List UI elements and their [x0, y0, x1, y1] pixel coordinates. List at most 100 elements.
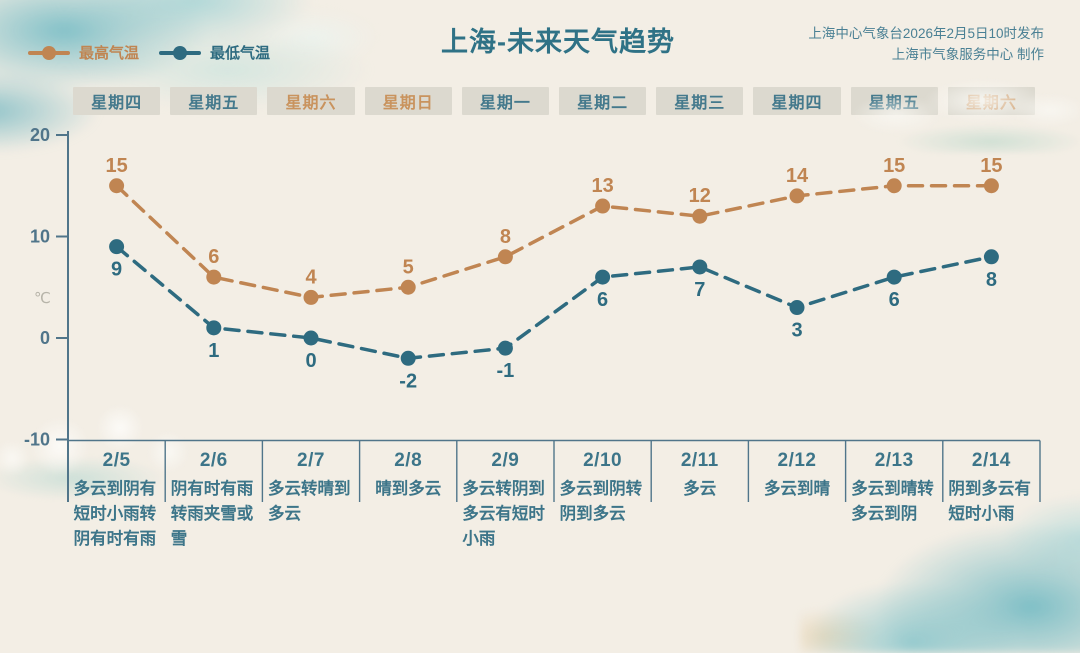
legend-item-0: 最高气温 — [28, 42, 139, 63]
forecast-column-0: 2/5 多云到阴有短时小雨转阴有时有雨 — [68, 443, 165, 552]
date-label: 2/6 — [199, 450, 228, 471]
data-point-label: 6 — [597, 289, 608, 311]
data-point-marker — [497, 340, 513, 356]
weather-description: 晴到多云 — [375, 480, 442, 498]
y-tick-label: 10 — [30, 227, 50, 247]
data-point-label: 15 — [980, 155, 1002, 177]
weather-description: 多云 — [683, 480, 717, 498]
y-tick-label: 0 — [40, 328, 50, 348]
weather-description: 多云转晴到多云 — [267, 480, 351, 523]
data-point-marker — [109, 178, 125, 194]
forecast-column-6: 2/11 多云 — [651, 443, 748, 552]
legend-marker-icon — [159, 45, 202, 60]
weekday-header-8: 星期五 — [850, 87, 938, 115]
data-point-marker — [400, 350, 416, 366]
date-label: 2/5 — [102, 450, 131, 471]
page-title: 上海-未来天气趋势 — [441, 27, 675, 57]
forecast-column-4: 2/9 多云转阴到多云有短时小雨 — [457, 443, 554, 552]
weekday-header-1: 星期五 — [170, 87, 258, 115]
data-point-marker — [692, 208, 708, 224]
weather-description: 多云到阴有短时小雨转阴有时有雨 — [73, 480, 157, 548]
y-tick-label: -10 — [24, 430, 50, 450]
data-point-label: 8 — [500, 226, 511, 248]
weather-description: 多云到阴转阴到多云 — [559, 480, 643, 523]
weather-description: 阴有时有雨转雨夹雪或雪 — [170, 480, 254, 548]
forecast-column-8: 2/13 多云到晴转多云到阴 — [846, 443, 943, 552]
weather-description: 多云到晴 — [763, 480, 830, 498]
forecast-column-9: 2/14 阴到多云有短时小雨 — [943, 443, 1040, 552]
data-point-marker — [303, 330, 319, 346]
data-point-label: 12 — [689, 185, 711, 207]
data-point-marker — [789, 188, 805, 204]
weekday-header-row: 星期四 星期五 星期六 星期日 星期一 星期二 星期三 星期四 星期五 星期六 — [68, 87, 1040, 115]
date-label: 2/7 — [297, 450, 325, 471]
source-line-2: 上海市气象服务中心 制作 — [891, 47, 1044, 62]
data-point-marker — [595, 269, 611, 285]
source-line-1: 上海中心气象台2026年2月5日10时发布 — [808, 26, 1044, 41]
weekday-header-5: 星期二 — [558, 87, 647, 115]
legend-label: 最低气温 — [210, 45, 271, 62]
forecast-column-5: 2/10 多云到阴转阴到多云 — [554, 443, 651, 552]
forecast-column-7: 2/12 多云到晴 — [748, 443, 845, 552]
data-point-marker — [595, 198, 611, 214]
series-line-最高气温 — [114, 184, 994, 300]
weekday-header-3: 星期日 — [364, 87, 452, 115]
weekday-header-9: 星期六 — [947, 87, 1035, 115]
date-label: 2/9 — [491, 450, 520, 471]
forecast-table: 2/5 多云到阴有短时小雨转阴有时有雨 2/6 阴有时有雨转雨夹雪或雪 2/7 多云转晴到… — [68, 443, 1040, 552]
legend-marker-icon — [28, 45, 70, 60]
data-point-label: 13 — [591, 175, 613, 197]
data-point-label: 6 — [889, 289, 900, 311]
data-point-label: 0 — [305, 350, 316, 372]
data-point-marker — [206, 320, 222, 336]
data-point-label: -2 — [399, 370, 417, 392]
date-label: 2/12 — [777, 450, 817, 471]
data-point-marker — [886, 178, 902, 194]
data-point-label: 8 — [986, 269, 997, 291]
data-point-label: 6 — [208, 246, 219, 268]
forecast-column-3: 2/8 晴到多云 — [360, 443, 457, 552]
data-point-label: 15 — [883, 155, 905, 177]
series-line-最低气温 — [114, 244, 994, 361]
data-point-marker — [497, 249, 513, 265]
weekday-header-7: 星期四 — [753, 87, 841, 115]
data-point-marker — [206, 269, 222, 285]
data-point-label: 4 — [305, 266, 317, 288]
legend-item-1: 最低气温 — [159, 42, 270, 63]
data-point-marker — [789, 300, 805, 316]
legend-label: 最高气温 — [79, 45, 140, 62]
date-label: 2/13 — [874, 450, 914, 471]
data-point-marker — [692, 259, 708, 275]
data-point-marker — [109, 239, 125, 255]
data-point-label: 7 — [694, 279, 705, 301]
date-label: 2/10 — [583, 450, 623, 471]
weekday-header-4: 星期一 — [461, 87, 549, 115]
data-point-marker — [400, 279, 416, 295]
forecast-column-1: 2/6 阴有时有雨转雨夹雪或雪 — [165, 443, 262, 552]
y-axis-unit-label: ℃ — [34, 290, 51, 307]
weekday-header-6: 星期三 — [656, 87, 744, 115]
weekday-header-0: 星期四 — [73, 87, 161, 115]
date-label: 2/8 — [394, 450, 423, 471]
date-label: 2/11 — [680, 450, 719, 471]
source-block: 上海中心气象台2026年2月5日10时发布 上海市气象服务中心 制作 — [808, 23, 1044, 65]
forecast-column-2: 2/7 多云转晴到多云 — [262, 443, 359, 552]
weather-description: 阴到多云有短时小雨 — [948, 480, 1031, 523]
y-tick-label: 20 — [30, 125, 50, 145]
data-point-label: -1 — [497, 360, 515, 382]
data-point-label: 15 — [105, 155, 127, 177]
weather-description: 多云到晴转多云到阴 — [851, 480, 934, 523]
chart-legend: 最高气温 最低气温 — [28, 42, 270, 63]
data-point-label: 9 — [111, 259, 122, 281]
weather-description: 多云转阴到多云有短时小雨 — [462, 480, 545, 548]
data-point-label: 14 — [786, 165, 809, 187]
weekday-header-2: 星期六 — [267, 87, 355, 115]
data-point-marker — [886, 269, 902, 285]
data-point-marker — [983, 178, 999, 194]
data-point-marker — [303, 289, 319, 305]
data-point-marker — [983, 249, 999, 265]
data-point-label: 3 — [791, 320, 802, 342]
data-point-label: 1 — [208, 340, 219, 362]
data-point-label: 5 — [403, 256, 414, 278]
